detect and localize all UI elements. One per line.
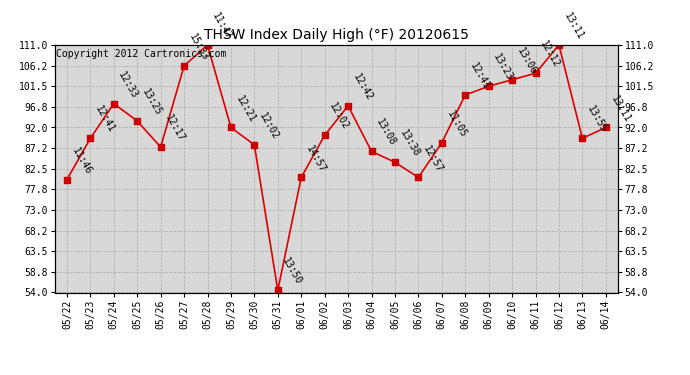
Point xyxy=(226,124,237,130)
Point xyxy=(342,103,353,109)
Point xyxy=(202,42,213,48)
Point xyxy=(553,42,564,48)
Point xyxy=(506,77,518,83)
Text: 12:57: 12:57 xyxy=(421,144,444,174)
Text: 12:42: 12:42 xyxy=(351,72,374,102)
Point xyxy=(132,118,143,124)
Point xyxy=(530,70,541,76)
Point xyxy=(273,287,284,293)
Point xyxy=(85,135,96,141)
Text: 14:57: 14:57 xyxy=(304,144,327,174)
Text: 13:08: 13:08 xyxy=(375,117,397,148)
Text: 13:11: 13:11 xyxy=(562,11,585,42)
Text: 11:05: 11:05 xyxy=(444,109,468,139)
Text: 13:38: 13:38 xyxy=(397,128,421,159)
Point xyxy=(366,148,377,154)
Text: 12:33: 12:33 xyxy=(117,70,140,100)
Text: 12:41: 12:41 xyxy=(93,105,117,135)
Point xyxy=(319,132,331,138)
Point xyxy=(483,83,494,89)
Text: 12:41: 12:41 xyxy=(468,61,491,92)
Point xyxy=(389,159,400,165)
Text: 11:46: 11:46 xyxy=(70,146,93,176)
Point xyxy=(436,140,447,146)
Point xyxy=(577,135,588,141)
Text: 12:17: 12:17 xyxy=(164,113,187,144)
Text: 11:47: 11:47 xyxy=(210,11,234,42)
Point xyxy=(179,63,190,69)
Text: 13:06: 13:06 xyxy=(515,46,538,76)
Text: 13:11: 13:11 xyxy=(609,94,632,124)
Title: THSW Index Daily High (°F) 20120615: THSW Index Daily High (°F) 20120615 xyxy=(204,28,469,42)
Text: 12:21: 12:21 xyxy=(234,94,257,124)
Point xyxy=(296,174,307,180)
Point xyxy=(460,92,471,98)
Point xyxy=(413,174,424,180)
Point xyxy=(155,144,166,150)
Text: 13:50: 13:50 xyxy=(281,256,304,287)
Point xyxy=(600,124,611,130)
Text: 13:23: 13:23 xyxy=(491,53,515,83)
Point xyxy=(249,142,260,148)
Point xyxy=(108,100,119,106)
Text: 13:25: 13:25 xyxy=(140,87,164,117)
Text: 12:02: 12:02 xyxy=(257,111,281,141)
Text: 13:55: 13:55 xyxy=(585,105,609,135)
Text: Copyright 2012 Cartronics.com: Copyright 2012 Cartronics.com xyxy=(57,49,227,59)
Point xyxy=(61,177,72,183)
Text: 12:12: 12:12 xyxy=(538,39,562,70)
Text: 15:33: 15:33 xyxy=(187,32,210,62)
Text: 12:02: 12:02 xyxy=(328,101,351,132)
